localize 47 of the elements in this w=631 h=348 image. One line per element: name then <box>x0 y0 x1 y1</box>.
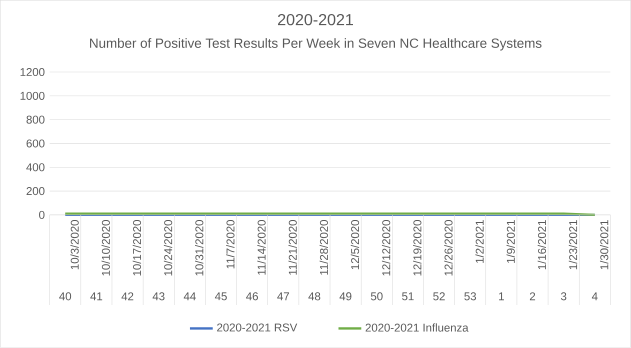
text: 44 <box>184 292 196 300</box>
text: 4 <box>592 292 598 300</box>
text: 41 <box>90 292 102 300</box>
x-tick-label: 10/17/2020 <box>132 220 142 276</box>
y-tick-label: 800 <box>26 116 44 124</box>
chart-title: 2020-2021 <box>278 14 353 26</box>
legend-label: 2020-2021 Influenza <box>366 323 469 332</box>
chart-subtitle: Number of Positive Test Results Per Week in Seven NC Healthcare Systems <box>90 38 542 51</box>
y-tick-label: 400 <box>26 163 44 172</box>
text: 50 <box>370 292 383 300</box>
x-tick-label: 1/9/2021 <box>506 220 515 264</box>
text: 43 <box>152 292 165 300</box>
text: 42 <box>121 292 134 300</box>
x-tick-label: 11/7/2020 <box>226 220 235 269</box>
text: 48 <box>308 292 320 300</box>
text: 53 <box>464 292 476 300</box>
text: 47 <box>277 292 290 300</box>
x-tick-label: 1/2/2021 <box>475 220 484 264</box>
x-tick-label: 12/26/2020 <box>444 220 453 276</box>
text: 49 <box>340 292 352 300</box>
text: 46 <box>246 292 258 300</box>
x-tick-label: 10/31/2020 <box>195 220 204 276</box>
text: 1 <box>499 292 504 300</box>
x-tick-label: 1/23/2021 <box>568 220 578 270</box>
text: 52 <box>433 292 445 300</box>
x-tick-label: 12/12/2020 <box>382 220 390 276</box>
y-tick-label: 200 <box>26 187 44 196</box>
y-tick-label: 600 <box>26 140 44 148</box>
x-tick-label: 1/30/2021 <box>600 220 608 270</box>
text: 3 <box>560 292 566 300</box>
y-tick-label: 1200 <box>20 68 44 76</box>
text: 51 <box>402 292 414 300</box>
legend-label: 2020-2021 RSV <box>217 324 298 332</box>
y-tick-label: 0 <box>39 211 45 220</box>
text: 45 <box>214 292 227 300</box>
x-tick-label: 11/28/2020 <box>320 220 328 275</box>
x-tick-label: 1/16/2021 <box>538 220 546 270</box>
x-tick-label: 10/3/2020 <box>70 220 79 270</box>
x-tick-label: 11/21/2020 <box>288 220 297 275</box>
x-tick-label: 10/24/2020 <box>164 220 172 276</box>
text: 2 <box>530 292 536 300</box>
x-tick-label: 10/10/2020 <box>102 220 110 276</box>
x-tick-label: 11/14/2020 <box>257 220 266 275</box>
x-tick-label: 12/5/2020 <box>350 220 360 270</box>
x-tick-label: 12/19/2020 <box>413 220 422 276</box>
text: 40 <box>59 292 72 300</box>
y-tick-label: 1000 <box>20 92 44 100</box>
